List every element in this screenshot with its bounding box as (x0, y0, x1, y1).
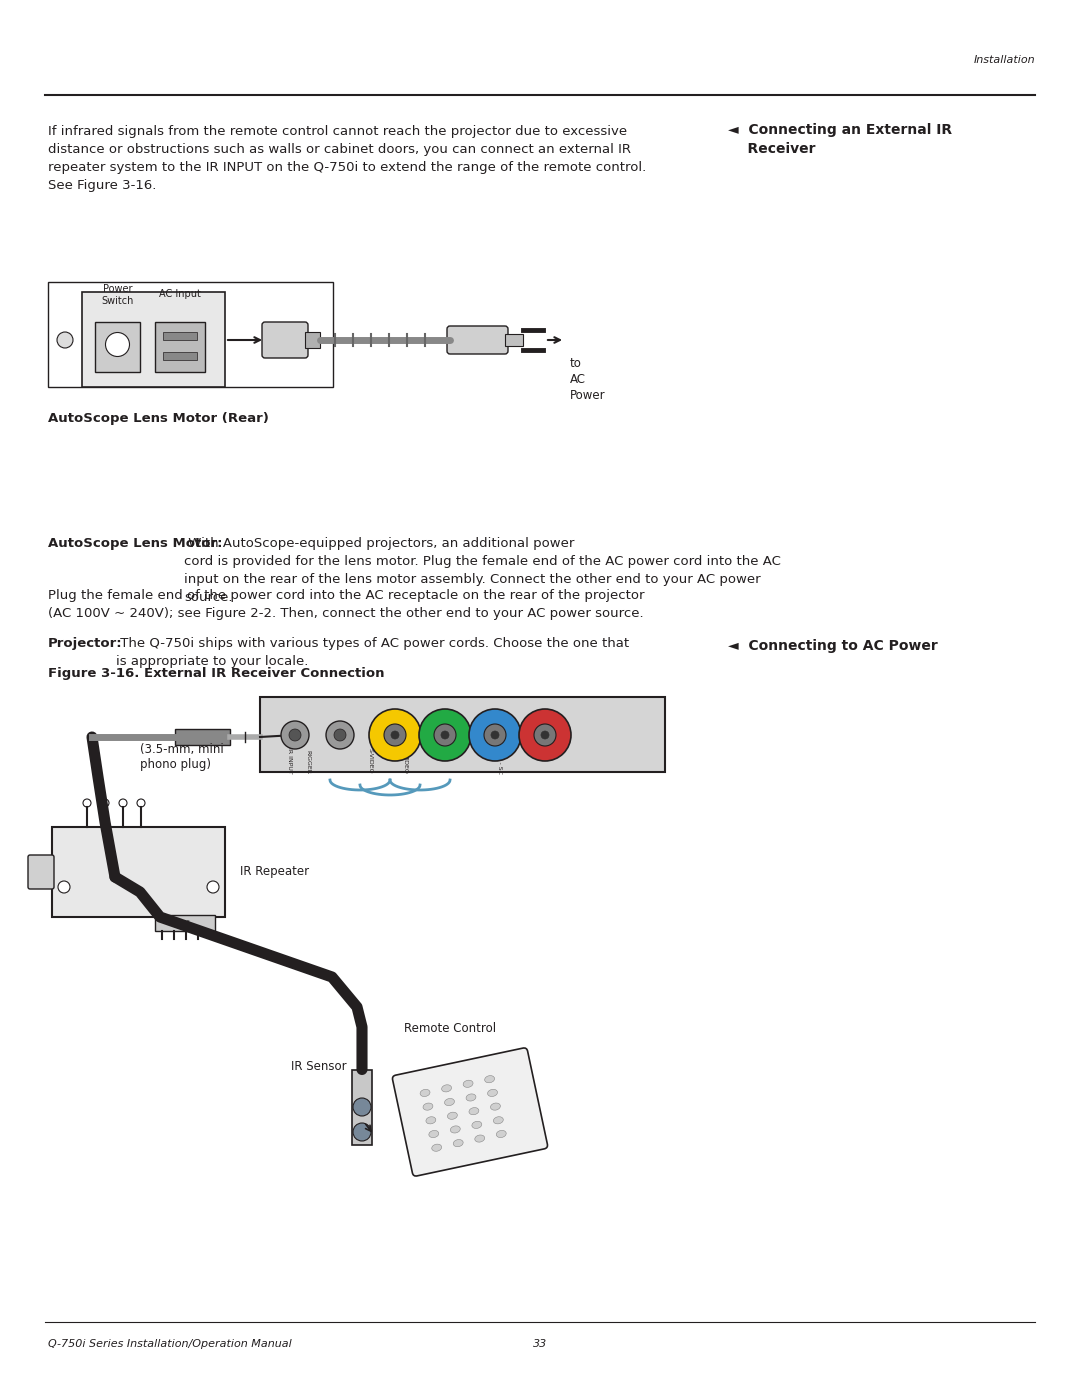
Ellipse shape (442, 1085, 451, 1092)
Bar (48, 282, 333, 387)
Ellipse shape (469, 1108, 478, 1115)
Circle shape (334, 729, 346, 740)
FancyBboxPatch shape (392, 1048, 548, 1176)
Bar (52, 827, 225, 916)
FancyBboxPatch shape (447, 326, 508, 353)
Circle shape (83, 799, 91, 807)
Ellipse shape (420, 1090, 430, 1097)
Bar (163, 352, 197, 360)
Circle shape (384, 724, 406, 746)
Text: IR Repeater: IR Repeater (240, 866, 309, 879)
Ellipse shape (423, 1104, 433, 1111)
Ellipse shape (467, 1094, 476, 1101)
Circle shape (541, 731, 549, 739)
Bar (305, 332, 320, 348)
Ellipse shape (475, 1134, 485, 1143)
Circle shape (57, 332, 73, 348)
Ellipse shape (463, 1080, 473, 1087)
Circle shape (58, 882, 70, 893)
Bar (156, 915, 215, 930)
Text: ◄  Connecting to AC Power: ◄ Connecting to AC Power (728, 638, 937, 652)
Text: C8B: C8B (179, 921, 190, 925)
Ellipse shape (450, 1126, 460, 1133)
Ellipse shape (472, 1122, 482, 1129)
Text: If infrared signals from the remote control cannot reach the projector due to ex: If infrared signals from the remote cont… (48, 124, 646, 191)
Circle shape (419, 710, 471, 761)
FancyBboxPatch shape (262, 321, 308, 358)
Circle shape (519, 710, 571, 761)
Ellipse shape (445, 1098, 455, 1105)
Text: Projector:: Projector: (48, 637, 123, 650)
Circle shape (326, 721, 354, 749)
Bar (156, 321, 205, 372)
Text: AutoScope Lens Motor:: AutoScope Lens Motor: (48, 536, 222, 550)
Text: AutoScope Lens Motor (Rear): AutoScope Lens Motor (Rear) (48, 412, 269, 425)
Circle shape (353, 1123, 372, 1141)
Text: Q-750i Series Installation/Operation Manual: Q-750i Series Installation/Operation Man… (48, 1338, 292, 1350)
Text: With AutoScope-equipped projectors, an additional power
cord is provided for the: With AutoScope-equipped projectors, an a… (184, 536, 781, 604)
Circle shape (369, 710, 421, 761)
Ellipse shape (490, 1104, 500, 1111)
Ellipse shape (432, 1144, 442, 1151)
Text: (3.5-mm, mini
phono plug): (3.5-mm, mini phono plug) (140, 743, 224, 771)
Circle shape (289, 729, 301, 740)
Ellipse shape (497, 1130, 507, 1137)
Bar (82, 292, 225, 387)
Circle shape (102, 799, 109, 807)
Text: Figure 3-16. External IR Receiver Connection: Figure 3-16. External IR Receiver Connec… (48, 666, 384, 680)
Ellipse shape (494, 1116, 503, 1123)
Ellipse shape (454, 1140, 463, 1147)
Circle shape (353, 1098, 372, 1116)
Text: Power
Switch: Power Switch (102, 284, 134, 306)
Text: S-VIDEO: S-VIDEO (367, 749, 373, 774)
Circle shape (441, 731, 449, 739)
Text: IR Sensor: IR Sensor (292, 1060, 347, 1073)
Text: to
AC
Power: to AC Power (570, 358, 606, 402)
Circle shape (534, 724, 556, 746)
Circle shape (137, 799, 145, 807)
Bar (175, 729, 230, 745)
Bar (352, 1070, 372, 1144)
Ellipse shape (429, 1130, 438, 1137)
Text: COMPONENT1 - SC: COMPONENT1 - SC (498, 715, 502, 774)
Circle shape (434, 724, 456, 746)
Text: The Q-750i ships with various types of AC power cords. Choose the one that
is ap: The Q-750i ships with various types of A… (116, 637, 630, 668)
Ellipse shape (487, 1090, 498, 1097)
FancyBboxPatch shape (28, 855, 54, 888)
Text: VIDEO: VIDEO (403, 754, 407, 774)
Bar (260, 697, 665, 773)
Text: Receiver: Receiver (728, 142, 815, 156)
Circle shape (491, 731, 499, 739)
Ellipse shape (485, 1076, 495, 1083)
Text: RIGGER: RIGGER (306, 750, 311, 774)
Circle shape (391, 731, 399, 739)
Ellipse shape (447, 1112, 457, 1119)
Circle shape (281, 721, 309, 749)
Text: Installation: Installation (973, 54, 1035, 66)
Circle shape (119, 799, 127, 807)
Bar (163, 332, 197, 339)
Text: AC Input: AC Input (159, 289, 201, 299)
Text: ◄  Connecting an External IR: ◄ Connecting an External IR (728, 123, 953, 137)
Text: Plug the female end of the power cord into the AC receptacle on the rear of the : Plug the female end of the power cord in… (48, 590, 645, 620)
Text: 33: 33 (532, 1338, 548, 1350)
Bar (95, 321, 140, 372)
Circle shape (207, 882, 219, 893)
Circle shape (484, 724, 507, 746)
Text: IR INPUT: IR INPUT (287, 747, 293, 774)
Circle shape (469, 710, 521, 761)
Circle shape (106, 332, 130, 356)
Text: Remote Control: Remote Control (404, 1023, 496, 1035)
Bar (505, 334, 523, 346)
Ellipse shape (426, 1116, 436, 1125)
